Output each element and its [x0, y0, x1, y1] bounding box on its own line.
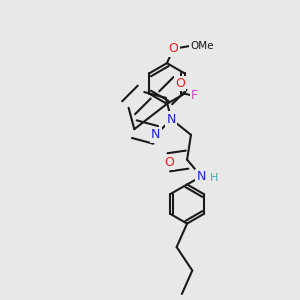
Text: N: N — [197, 170, 206, 183]
Text: H: H — [210, 173, 218, 183]
Text: N: N — [167, 113, 176, 126]
Text: O: O — [169, 42, 178, 55]
Text: O: O — [164, 156, 174, 169]
Text: F: F — [191, 89, 198, 102]
Text: N: N — [151, 128, 160, 141]
Text: OMe: OMe — [190, 41, 213, 51]
Text: O: O — [175, 77, 185, 90]
